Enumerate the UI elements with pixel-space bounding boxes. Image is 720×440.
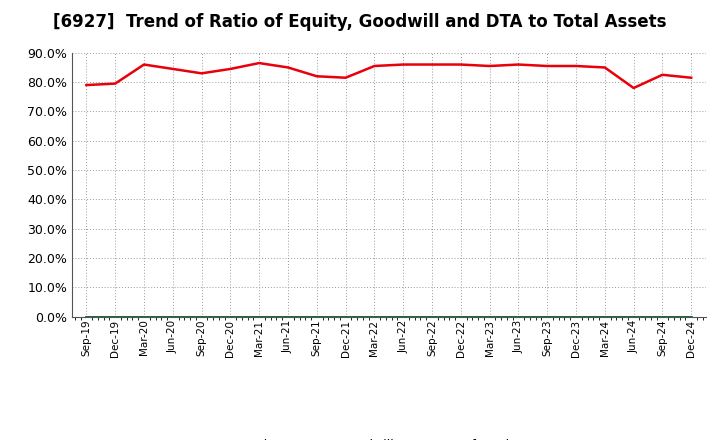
Deferred Tax Assets [600, 314, 609, 319]
Goodwill [428, 314, 436, 319]
Goodwill [341, 314, 350, 319]
Deferred Tax Assets [543, 314, 552, 319]
Goodwill [226, 314, 235, 319]
Deferred Tax Assets [514, 314, 523, 319]
Equity [485, 63, 494, 69]
Goodwill [572, 314, 580, 319]
Deferred Tax Assets [312, 314, 321, 319]
Equity [514, 62, 523, 67]
Goodwill [456, 314, 465, 319]
Equity [111, 81, 120, 86]
Goodwill [168, 314, 177, 319]
Deferred Tax Assets [629, 314, 638, 319]
Deferred Tax Assets [572, 314, 580, 319]
Deferred Tax Assets [82, 314, 91, 319]
Deferred Tax Assets [284, 314, 292, 319]
Equity [168, 66, 177, 72]
Deferred Tax Assets [485, 314, 494, 319]
Legend: Equity, Goodwill, Deferred Tax Assets: Equity, Goodwill, Deferred Tax Assets [194, 434, 583, 440]
Equity [456, 62, 465, 67]
Line: Equity: Equity [86, 63, 691, 88]
Deferred Tax Assets [687, 314, 696, 319]
Goodwill [312, 314, 321, 319]
Deferred Tax Assets [428, 314, 436, 319]
Equity [82, 82, 91, 88]
Deferred Tax Assets [370, 314, 379, 319]
Goodwill [687, 314, 696, 319]
Goodwill [111, 314, 120, 319]
Goodwill [370, 314, 379, 319]
Goodwill [82, 314, 91, 319]
Text: [6927]  Trend of Ratio of Equity, Goodwill and DTA to Total Assets: [6927] Trend of Ratio of Equity, Goodwil… [53, 13, 667, 31]
Equity [370, 63, 379, 69]
Goodwill [399, 314, 408, 319]
Goodwill [485, 314, 494, 319]
Equity [399, 62, 408, 67]
Equity [658, 72, 667, 77]
Deferred Tax Assets [341, 314, 350, 319]
Equity [600, 65, 609, 70]
Deferred Tax Assets [226, 314, 235, 319]
Equity [629, 85, 638, 91]
Equity [341, 75, 350, 81]
Equity [687, 75, 696, 81]
Equity [255, 60, 264, 66]
Deferred Tax Assets [399, 314, 408, 319]
Equity [543, 63, 552, 69]
Goodwill [514, 314, 523, 319]
Equity [226, 66, 235, 72]
Goodwill [600, 314, 609, 319]
Deferred Tax Assets [140, 314, 148, 319]
Equity [572, 63, 580, 69]
Deferred Tax Assets [456, 314, 465, 319]
Goodwill [140, 314, 148, 319]
Goodwill [284, 314, 292, 319]
Deferred Tax Assets [658, 314, 667, 319]
Goodwill [629, 314, 638, 319]
Deferred Tax Assets [255, 314, 264, 319]
Deferred Tax Assets [168, 314, 177, 319]
Goodwill [255, 314, 264, 319]
Goodwill [197, 314, 206, 319]
Equity [197, 71, 206, 76]
Equity [312, 73, 321, 79]
Equity [284, 65, 292, 70]
Deferred Tax Assets [111, 314, 120, 319]
Equity [140, 62, 148, 67]
Deferred Tax Assets [197, 314, 206, 319]
Goodwill [658, 314, 667, 319]
Goodwill [543, 314, 552, 319]
Equity [428, 62, 436, 67]
